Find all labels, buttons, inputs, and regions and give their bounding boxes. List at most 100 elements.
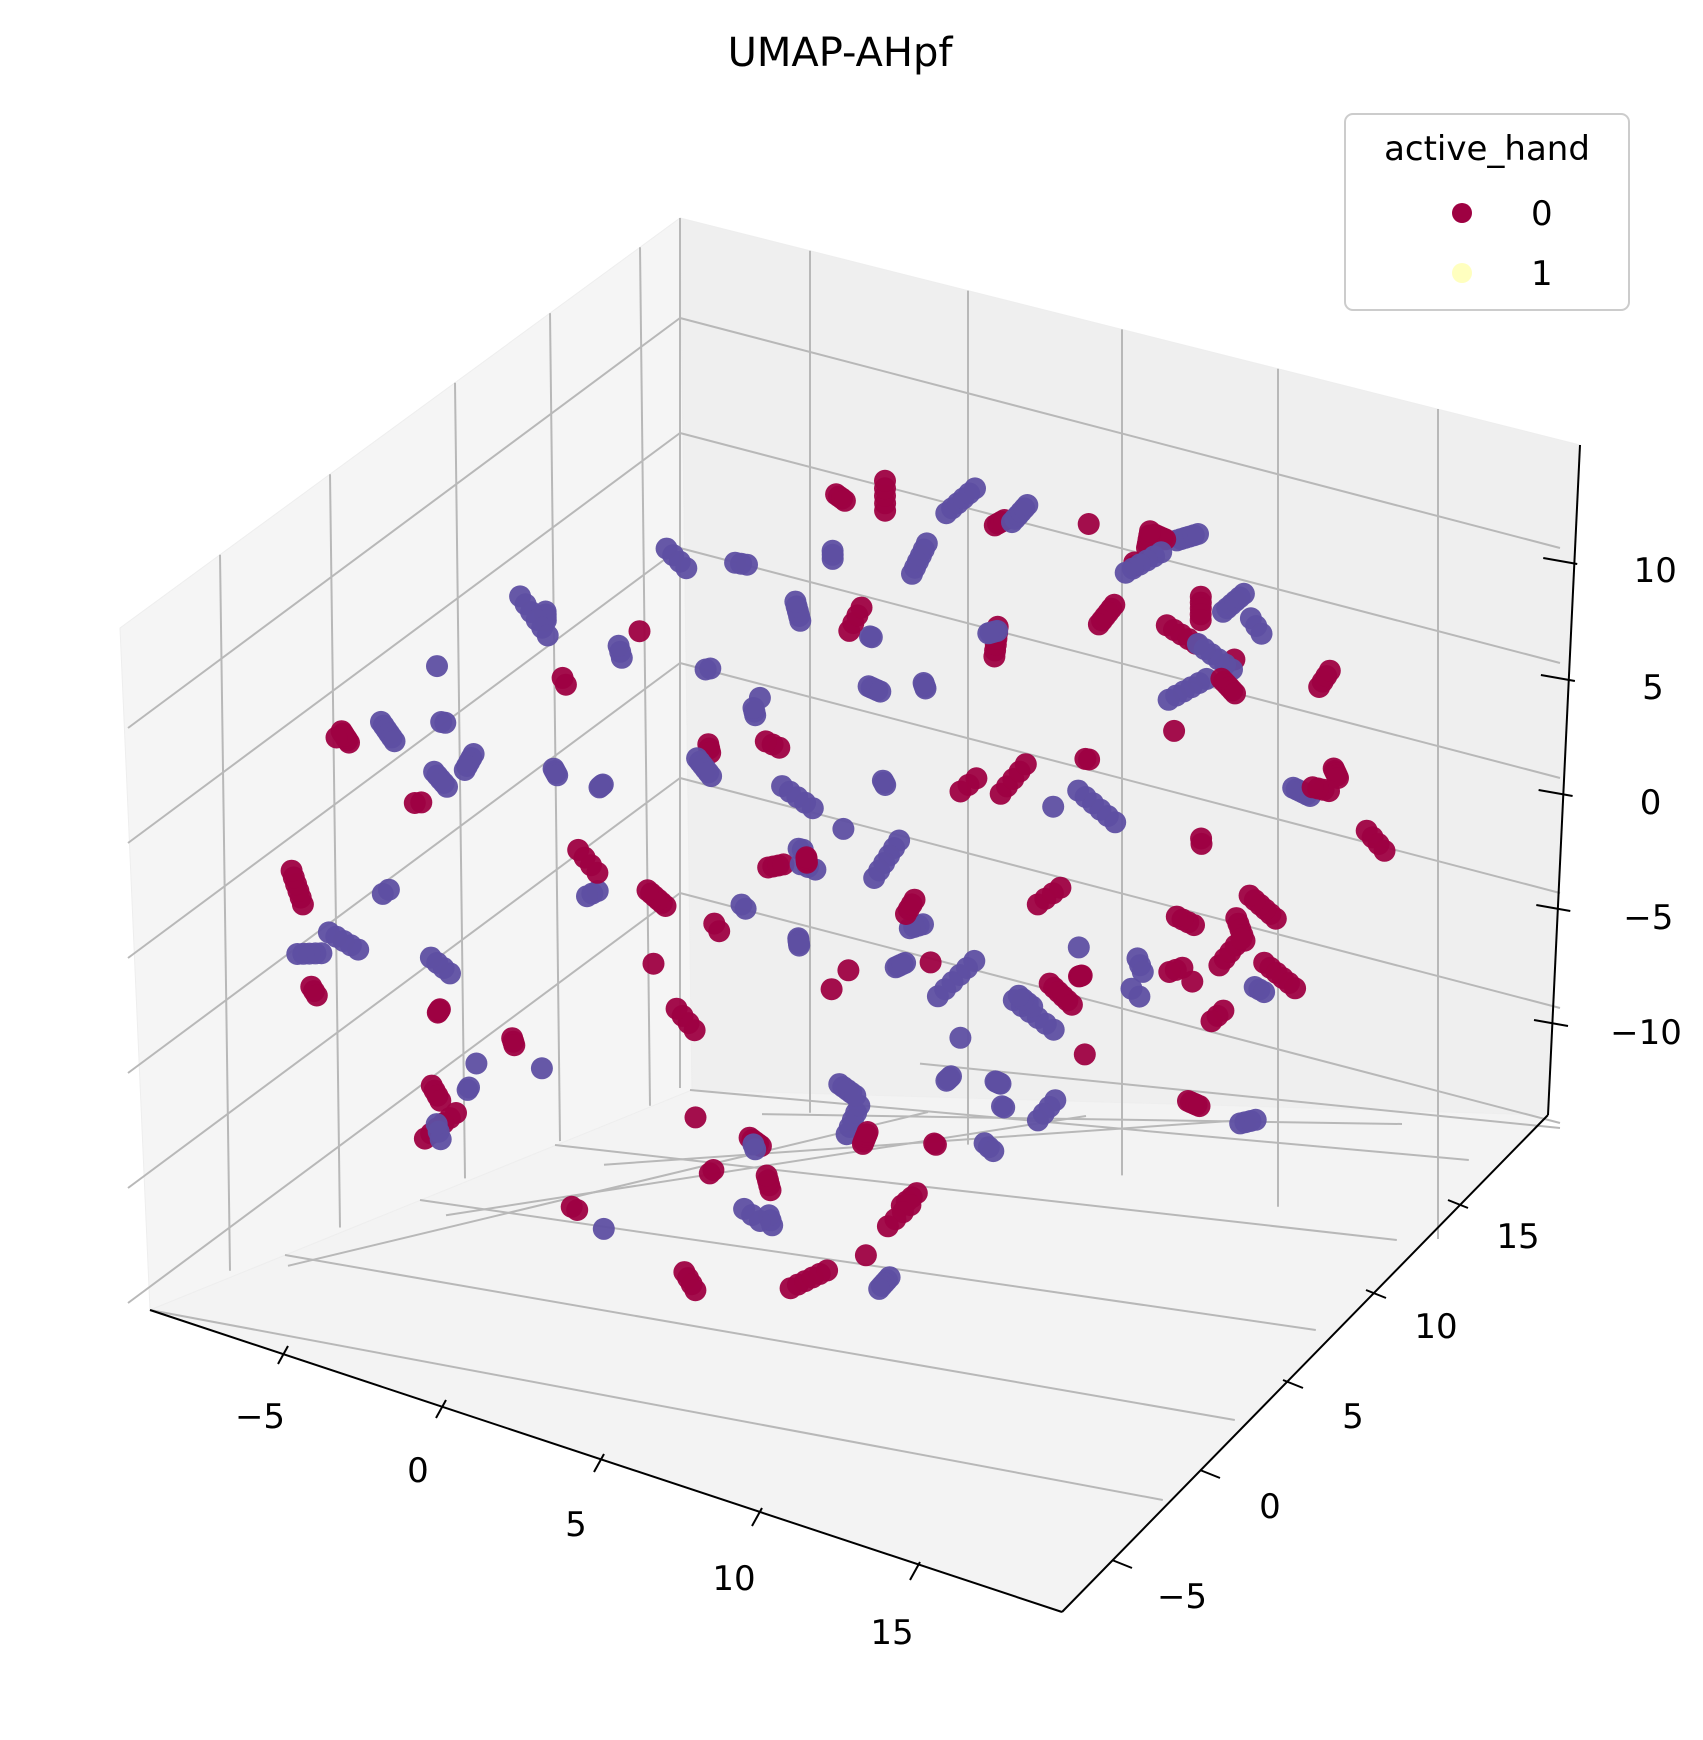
scatter-point-class-0 (280, 859, 303, 882)
y-tick-1 (1199, 1469, 1221, 1479)
scatter-point-class-1 (1131, 960, 1154, 983)
scatter-point-class-0 (949, 780, 972, 803)
grid-z-back-3 (679, 662, 1561, 894)
scatter-point-class-0 (1230, 927, 1253, 950)
y-tick-2 (1282, 1379, 1304, 1389)
scatter-point-class-1 (536, 624, 559, 647)
scatter-point-class-0 (1181, 970, 1204, 993)
scatter-point-class-0 (1070, 964, 1093, 987)
scatter-point-class-1 (591, 773, 614, 796)
scatter-point-class-1 (700, 765, 723, 788)
scatter-point-class-0 (1188, 1095, 1211, 1118)
legend-marker-1 (1452, 263, 1472, 283)
scatter-point-class-1 (286, 943, 309, 965)
grid-z-back-0 (679, 317, 1561, 549)
scatter-point-class-0 (876, 1215, 899, 1238)
x-tick-label-3: 10 (712, 1559, 755, 1599)
z-tick-label-2: 0 (1640, 783, 1662, 823)
scatter-point-class-1 (949, 1026, 972, 1049)
legend: active_hand 0 1 (1344, 113, 1630, 311)
legend-marker-0 (1452, 203, 1472, 223)
scatter-point-class-1 (1042, 795, 1065, 818)
grid-floor-y-1 (284, 1254, 1235, 1421)
scatter-point-class-0 (1139, 520, 1161, 543)
grid-z-back-1 (679, 432, 1561, 664)
chart-title: UMAP-AHpf (728, 30, 954, 76)
grid-floor-y-0 (149, 1309, 1163, 1501)
scatter-point-class-1 (982, 1140, 1005, 1163)
y-tick-4 (1447, 1199, 1469, 1209)
scatter-point-class-0 (850, 596, 873, 619)
scatter-point-class-1 (1016, 494, 1039, 516)
scatter-point-class-1 (801, 797, 824, 820)
scatter-point-class-0 (1224, 682, 1246, 705)
scatter-point-class-0 (684, 1106, 707, 1129)
scatter-point-class-0 (325, 726, 348, 749)
x-axis-line (149, 1309, 1063, 1613)
scatter-point-class-1 (419, 946, 442, 969)
scatter-point-class-0 (684, 1279, 707, 1302)
scatter-point-class-0 (1087, 613, 1110, 636)
scatter-point-class-1 (963, 949, 986, 972)
scatter-point-class-0 (1165, 905, 1188, 928)
grid-line-left-1 (549, 313, 561, 1142)
scatter-point-class-1 (1026, 1109, 1049, 1132)
scatter-point-class-0 (1049, 876, 1072, 899)
y-tick-label-3: 10 (1414, 1307, 1457, 1347)
scatter-point-class-0 (820, 978, 843, 1001)
z-tick-label-3: 5 (1642, 668, 1664, 708)
y-axis-line (1061, 1114, 1549, 1613)
scatter-point-class-0 (429, 1089, 452, 1112)
scatter-point-class-0 (854, 1244, 877, 1267)
scatter-point-class-1 (863, 867, 886, 889)
scatter-point-class-0 (560, 1195, 583, 1218)
scatter-point-class-0 (1014, 753, 1037, 776)
z-tick-label-0: −10 (1610, 1013, 1682, 1053)
z-tick-label-4: 10 (1634, 551, 1677, 591)
scatter-point-class-1 (1250, 622, 1273, 645)
scatter-point-class-0 (837, 959, 860, 982)
scatter-points (280, 469, 1396, 1302)
scatter-point-class-1 (377, 878, 400, 901)
scatter-point-class-0 (305, 984, 328, 1007)
scatter-point-class-1 (734, 897, 757, 920)
y-tick-label-0: −5 (1157, 1577, 1207, 1617)
scatter-point-class-1 (874, 774, 897, 796)
scatter-point-class-0 (1318, 659, 1341, 682)
scatter-point-class-1 (984, 1070, 1007, 1093)
x-tick-1 (435, 1399, 447, 1419)
scatter-point-class-1 (1067, 936, 1090, 959)
scatter-point-class-1 (832, 817, 855, 840)
grid-z-back-4 (679, 777, 1561, 1009)
scatter-point-class-0 (795, 846, 818, 869)
scatter-point-class-0 (708, 920, 731, 943)
scatter-point-class-1 (1067, 779, 1090, 802)
scatter-point-class-0 (636, 879, 659, 902)
scatter-point-class-0 (1284, 977, 1307, 1000)
scatter-point-class-1 (592, 1217, 615, 1240)
scatter-point-class-0 (503, 1034, 526, 1057)
scatter-point-class-0 (642, 952, 665, 975)
scatter-point-class-1 (784, 590, 807, 613)
scatter-point-class-0 (1077, 513, 1100, 535)
scatter-point-class-1 (530, 1057, 553, 1080)
scatter-point-class-0 (428, 998, 451, 1021)
scatter-point-class-0 (755, 1164, 778, 1187)
grid-line-left-3 (329, 474, 341, 1228)
scatter-point-class-0 (665, 997, 688, 1020)
grid-floor-y-3 (554, 1144, 1397, 1241)
x-tick-label-2: 5 (565, 1505, 587, 1545)
scatter-point-class-0 (856, 1121, 879, 1143)
y-tick-label-1: 0 (1259, 1487, 1281, 1527)
grid-z-back-5 (679, 892, 1561, 1124)
grid-z-left-5 (127, 892, 681, 1304)
scatter-point-class-1 (991, 1095, 1013, 1118)
y-tick-0 (1111, 1559, 1133, 1569)
scatter-point-class-1 (1007, 984, 1030, 1007)
scatter-point-class-0 (754, 730, 777, 753)
grid-line-left-2 (454, 382, 466, 1179)
grid-floor-x-0 (287, 1111, 929, 1267)
x-tick-2 (593, 1453, 605, 1473)
x-tick-3 (751, 1507, 763, 1527)
